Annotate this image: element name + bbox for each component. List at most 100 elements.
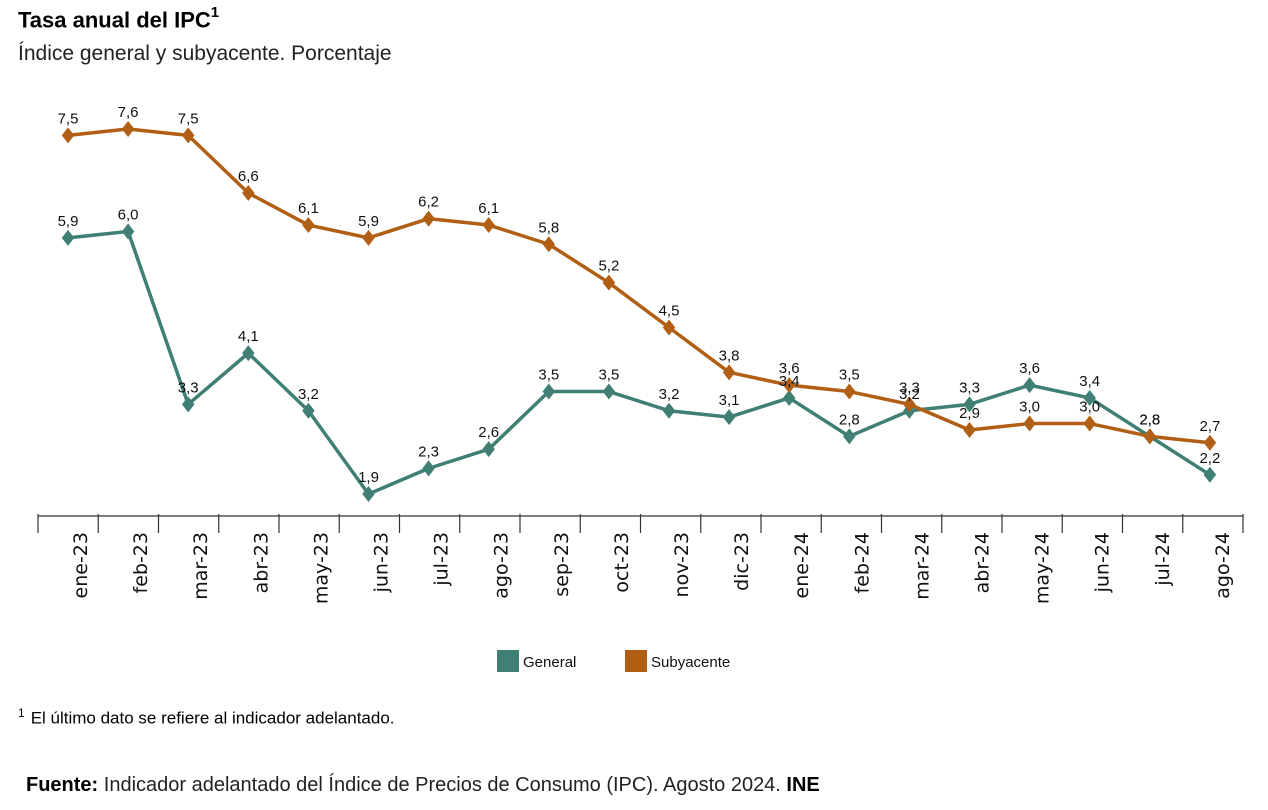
data-label-subyacente: 4,5 (659, 303, 680, 320)
data-label-subyacente: 6,1 (478, 200, 499, 217)
data-point-subyacente (181, 127, 195, 144)
source-org: INE (786, 774, 820, 796)
title-footnote-mark: 1 (210, 4, 220, 21)
legend-label-general: General (523, 654, 576, 671)
data-point-subyacente (242, 185, 255, 202)
data-point-general (482, 441, 495, 458)
data-point-general (242, 345, 255, 362)
chart-subtitle: Índice general y subyacente. Porcentaje (18, 42, 392, 65)
data-label-general: 3,5 (538, 367, 559, 384)
x-tick-label: abr-23 (250, 532, 272, 593)
data-label-subyacente: 3,8 (719, 347, 740, 364)
data-label-general: 3,6 (1019, 360, 1040, 377)
data-label-subyacente: 2,7 (1199, 418, 1220, 435)
data-point-general (1083, 389, 1096, 406)
footnote: 1 El último dato se refiere al indicador … (18, 706, 395, 729)
x-tick-label: feb-23 (130, 532, 152, 593)
data-point-general (722, 409, 736, 426)
data-point-general (302, 402, 315, 419)
data-point-subyacente (542, 236, 556, 253)
source-label: Fuente: (26, 774, 99, 796)
data-point-general (181, 396, 195, 413)
data-label-general: 3,3 (959, 379, 980, 396)
x-tick-label: feb-24 (851, 532, 873, 593)
data-point-subyacente (722, 364, 736, 381)
data-point-subyacente (482, 217, 495, 234)
data-label-general: 3,4 (1079, 373, 1100, 390)
legend-label-subyacente: Subyacente (651, 654, 730, 671)
data-point-general (121, 223, 135, 240)
data-label-general: 4,1 (238, 328, 259, 345)
data-label-subyacente: 2,8 (1139, 411, 1160, 428)
data-label-general: 3,4 (779, 373, 800, 390)
data-label-general: 2,3 (418, 443, 439, 460)
data-label-subyacente: 3,5 (839, 367, 860, 384)
data-label-subyacente: 7,5 (58, 110, 79, 127)
data-point-subyacente (362, 229, 375, 246)
x-tick-label: dic-23 (731, 532, 753, 591)
legend-swatch-subyacente (625, 650, 647, 672)
x-tick-label: mar-24 (911, 532, 933, 600)
data-label-subyacente: 6,2 (418, 194, 439, 211)
data-point-subyacente (602, 274, 616, 291)
data-label-general: 2,8 (1139, 411, 1160, 428)
data-label-subyacente: 3,3 (899, 379, 920, 396)
data-point-general (602, 383, 616, 400)
data-point-subyacente (61, 127, 75, 144)
data-point-subyacente (963, 421, 976, 438)
data-point-subyacente (1023, 415, 1036, 432)
data-label-general: 3,5 (598, 367, 619, 384)
x-tick-label: oct-23 (611, 532, 633, 593)
data-label-general: 3,2 (298, 386, 319, 403)
x-tick-label: may-23 (310, 532, 332, 604)
data-point-general (1203, 466, 1217, 483)
data-label-general: 3,2 (899, 386, 920, 403)
data-label-general: 2,2 (1199, 450, 1220, 467)
data-label-general: 3,2 (659, 386, 680, 403)
data-point-subyacente (843, 383, 856, 400)
line-chart: ene-23 feb-23 mar-23 abr-23 may-23 jun-23 jul-… (37, 104, 1244, 672)
x-tick-label: ene-24 (791, 532, 813, 598)
data-point-general (662, 402, 676, 419)
x-tick-label: nov-23 (671, 532, 693, 597)
data-point-subyacente (1203, 434, 1217, 451)
data-label-subyacente: 7,5 (178, 110, 199, 127)
x-tick-label: jul-24 (1152, 532, 1174, 587)
data-point-general (782, 389, 796, 406)
footnote-mark: 1 (18, 706, 25, 720)
data-point-general (843, 428, 856, 445)
data-point-subyacente (903, 396, 916, 413)
x-tick-label: jul-23 (431, 532, 453, 587)
source-text: Indicador adelantado del Índice de Preci… (98, 774, 787, 796)
data-point-subyacente (782, 377, 796, 394)
data-label-subyacente: 3,0 (1019, 399, 1040, 416)
data-point-general (1023, 377, 1036, 394)
x-tick-label: may-24 (1032, 532, 1054, 604)
series-line-subyacente (67, 127, 1211, 445)
data-label-general: 6,0 (118, 206, 139, 223)
data-point-general (542, 383, 556, 400)
x-tick-label: sep-23 (551, 532, 573, 597)
data-label-subyacente: 5,9 (358, 213, 379, 230)
data-label-subyacente: 3,6 (779, 360, 800, 377)
x-tick-label: mar-23 (190, 532, 212, 600)
data-label-subyacente: 5,8 (538, 219, 559, 236)
data-point-subyacente (1083, 415, 1096, 432)
x-tick-label: jun-24 (1092, 532, 1114, 593)
x-tick-label: jun-23 (371, 532, 393, 593)
data-label-general: 3,1 (719, 392, 740, 409)
data-label-general: 3,3 (178, 379, 199, 396)
chart-title: Tasa anual del IPC1 (18, 4, 220, 33)
data-label-subyacente: 5,2 (598, 258, 619, 275)
data-point-general (362, 486, 375, 502)
data-label-subyacente: 3,0 (1079, 399, 1100, 416)
data-point-general (422, 460, 435, 477)
series-line-general (67, 229, 1211, 496)
data-label-subyacente: 6,1 (298, 200, 319, 217)
data-label-general: 2,6 (478, 424, 499, 441)
data-label-general: 5,9 (58, 213, 79, 230)
data-point-subyacente (1143, 428, 1157, 445)
data-label-general: 2,8 (839, 411, 860, 428)
x-tick-label: abr-24 (972, 532, 994, 593)
data-label-subyacente: 6,6 (238, 168, 259, 185)
